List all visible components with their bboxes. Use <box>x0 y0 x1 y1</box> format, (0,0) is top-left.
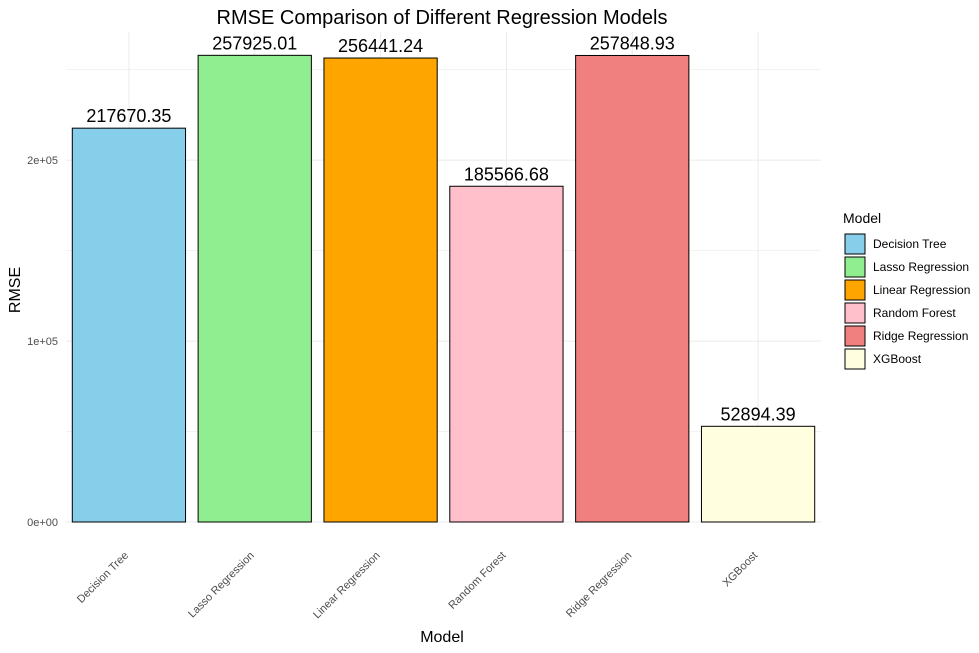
bar-decision-tree <box>71 127 187 523</box>
legend-label-linear-regression: Linear Regression <box>873 283 970 297</box>
legend-key-ridge-regression <box>844 325 866 347</box>
bar-value-label-xgboost: 52894.39 <box>721 404 796 424</box>
y-axis-ticks: 0e+00 1e+05 2e+05 <box>27 155 58 529</box>
y-tick-label: 2e+05 <box>27 155 58 167</box>
legend-entries: Decision Tree Lasso Regression Linear Regr… <box>844 233 970 370</box>
legend-label-random-forest: Random Forest <box>873 306 956 320</box>
bar-lasso-regression <box>197 54 312 523</box>
bar-random-forest <box>449 185 564 523</box>
legend-label-lasso-regression: Lasso Regression <box>873 260 969 274</box>
legend: Model Decision Tree Lasso Regression Linea… <box>843 210 970 370</box>
y-tick-label: 1e+05 <box>27 336 58 348</box>
legend-key-xgboost <box>844 348 866 370</box>
legend-label-decision-tree: Decision Tree <box>873 237 947 251</box>
bar-ridge-regression <box>575 54 690 523</box>
bar-value-label-ridge-regression: 257848.93 <box>590 33 675 53</box>
x-axis-title: Model <box>420 629 464 646</box>
bar-linear-regression <box>323 57 438 523</box>
legend-label-xgboost: XGBoost <box>873 352 922 366</box>
bar-xgboost <box>700 425 816 523</box>
legend-title: Model <box>843 210 881 226</box>
legend-label-ridge-regression: Ridge Regression <box>873 329 968 343</box>
legend-key-linear-regression <box>844 279 866 301</box>
chart-title: RMSE Comparison of Different Regression … <box>217 7 668 29</box>
legend-key-random-forest <box>844 302 866 324</box>
bar-value-label-lasso-regression: 257925.01 <box>212 33 297 53</box>
legend-key-decision-tree <box>844 233 866 255</box>
legend-key-lasso-regression <box>844 256 866 278</box>
bar-value-label-decision-tree: 217670.35 <box>86 106 171 126</box>
bar-value-label-linear-regression: 256441.24 <box>338 36 423 56</box>
bar-value-label-random-forest: 185566.68 <box>464 164 549 184</box>
bars <box>71 54 816 523</box>
y-axis-title: RMSE <box>7 267 24 313</box>
bar-value-labels: 217670.35 257925.01 256441.24 185566.68 2578… <box>86 33 795 424</box>
y-tick-label: 0e+00 <box>27 517 58 529</box>
